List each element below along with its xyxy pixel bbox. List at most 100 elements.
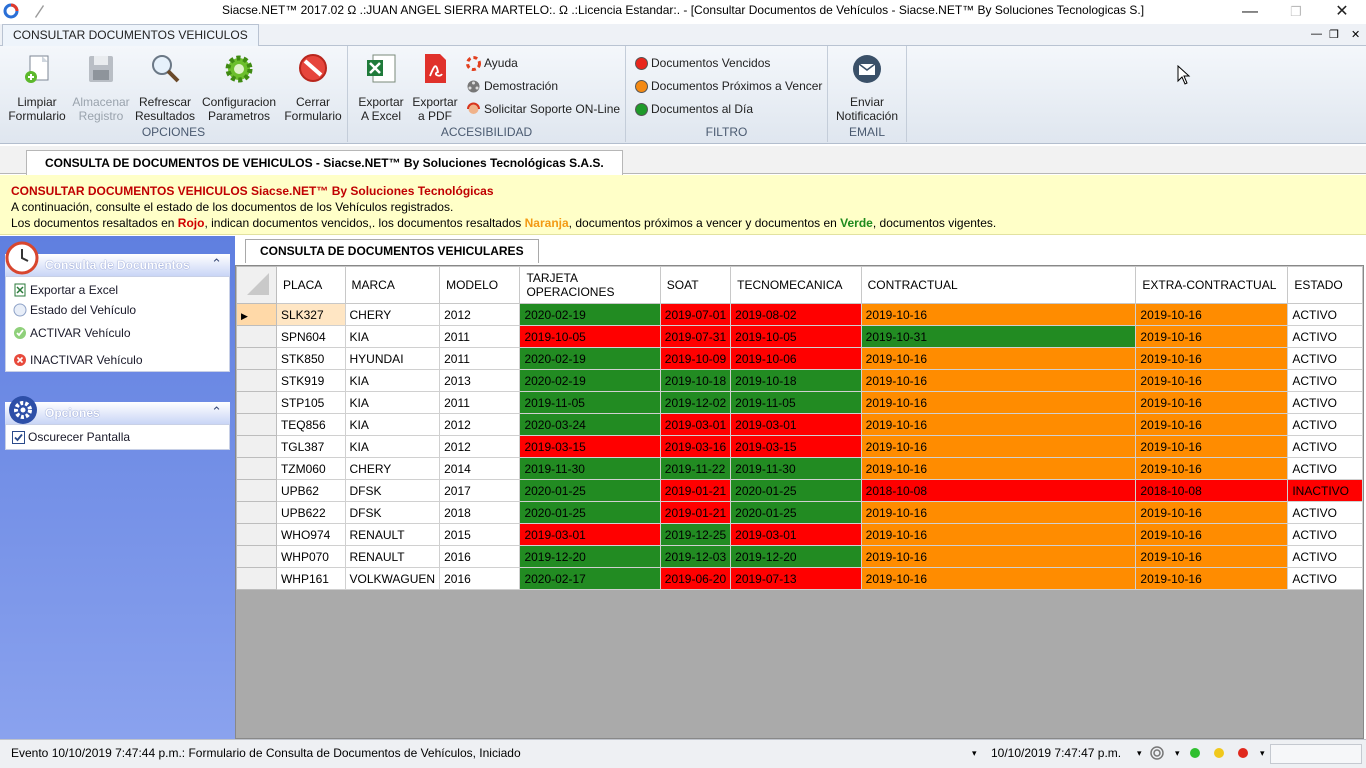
table-cell[interactable]: ACTIVO bbox=[1287, 347, 1363, 370]
table-cell[interactable]: 2019-03-15 bbox=[730, 435, 862, 458]
row-header[interactable] bbox=[236, 523, 277, 546]
sidebar-item-estado-vehiculo[interactable]: Estado del Vehículo bbox=[13, 301, 136, 319]
mdi-minimize-button[interactable]: — bbox=[1311, 28, 1322, 40]
table-cell[interactable]: ACTIVO bbox=[1287, 325, 1363, 348]
limpiar-formulario-button[interactable]: Limpiar Formulario bbox=[6, 50, 68, 123]
table-cell[interactable]: WHO974 bbox=[275, 523, 346, 546]
table-row[interactable]: SPN604 KIA 2011 2019-10-05 2019-07-31 2019-10… bbox=[236, 325, 1363, 348]
table-cell[interactable]: 2019-10-16 bbox=[1135, 391, 1289, 414]
table-cell[interactable]: 2019-10-16 bbox=[1135, 501, 1289, 524]
table-cell[interactable]: 2019-11-30 bbox=[519, 457, 661, 480]
table-cell[interactable]: 2019-08-02 bbox=[730, 303, 862, 326]
table-cell[interactable]: 2019-10-16 bbox=[1135, 325, 1289, 348]
table-cell[interactable]: KIA bbox=[344, 413, 441, 436]
demostracion-button[interactable]: Demostración bbox=[466, 77, 558, 95]
table-cell[interactable]: 2013 bbox=[439, 369, 521, 392]
maximize-button[interactable]: ❐ bbox=[1290, 4, 1302, 19]
column-header-modelo[interactable]: MODELO bbox=[439, 266, 521, 304]
exportar-excel-button[interactable]: Exportar A Excel bbox=[356, 50, 406, 123]
row-header[interactable]: ▶ bbox=[236, 303, 277, 326]
table-cell[interactable]: 2019-10-16 bbox=[860, 435, 1137, 458]
table-cell[interactable]: 2019-10-16 bbox=[860, 413, 1137, 436]
consulta-panel-header[interactable]: Consulta de Documentos ⌃ bbox=[5, 254, 230, 276]
select-all-corner[interactable] bbox=[236, 266, 277, 304]
column-header-contractual[interactable]: CONTRACTUAL bbox=[860, 266, 1137, 304]
table-cell[interactable]: 2019-01-21 bbox=[659, 501, 732, 524]
sidebar-item-activar-vehiculo[interactable]: ACTIVAR Vehículo bbox=[13, 324, 131, 342]
table-cell[interactable]: 2016 bbox=[439, 567, 521, 590]
column-header-estado[interactable]: ESTADO bbox=[1287, 266, 1363, 304]
table-cell[interactable]: 2019-10-16 bbox=[1135, 545, 1289, 568]
table-cell[interactable]: 2019-10-16 bbox=[1135, 303, 1289, 326]
column-header-marca[interactable]: MARCA bbox=[344, 266, 441, 304]
table-cell[interactable]: 2019-12-25 bbox=[659, 523, 732, 546]
sidebar-item-inactivar-vehiculo[interactable]: INACTIVAR Vehículo bbox=[13, 351, 143, 369]
table-cell[interactable]: RENAULT bbox=[344, 523, 441, 546]
table-cell[interactable]: 2014 bbox=[439, 457, 521, 480]
table-cell[interactable]: 2016 bbox=[439, 545, 521, 568]
table-cell[interactable]: ACTIVO bbox=[1287, 457, 1363, 480]
table-cell[interactable]: 2018-10-08 bbox=[860, 479, 1137, 502]
cerrar-formulario-button[interactable]: Cerrar Formulario bbox=[282, 50, 344, 123]
table-cell[interactable]: 2020-01-25 bbox=[519, 501, 661, 524]
table-cell[interactable]: HYUNDAI bbox=[344, 347, 441, 370]
table-cell[interactable]: ACTIVO bbox=[1287, 501, 1363, 524]
table-cell[interactable]: 2019-07-01 bbox=[659, 303, 732, 326]
table-cell[interactable]: TZM060 bbox=[275, 457, 346, 480]
table-row[interactable]: WHP070 RENAULT 2016 2019-12-20 2019-12-03 201… bbox=[236, 545, 1363, 568]
filter-vencidos-button[interactable]: Documentos Vencidos bbox=[635, 54, 770, 72]
table-cell[interactable]: 2019-10-31 bbox=[860, 325, 1137, 348]
table-cell[interactable]: 2019-10-16 bbox=[860, 303, 1137, 326]
table-cell[interactable]: 2019-11-05 bbox=[519, 391, 661, 414]
table-cell[interactable]: 2019-11-30 bbox=[730, 457, 862, 480]
column-header-tarjeta[interactable]: TARJETA OPERACIONES bbox=[519, 266, 661, 304]
oscurecer-pantalla-checkbox[interactable]: Oscurecer Pantalla bbox=[12, 428, 130, 446]
table-cell[interactable]: 2020-01-25 bbox=[730, 479, 862, 502]
quick-access-icon[interactable] bbox=[32, 3, 46, 19]
column-header-extra-contractual[interactable]: EXTRA-CONTRACTUAL bbox=[1135, 266, 1289, 304]
table-cell[interactable]: 2019-03-15 bbox=[519, 435, 661, 458]
table-row[interactable]: WHO974 RENAULT 2015 2019-03-01 2019-12-25 201… bbox=[236, 523, 1363, 546]
table-cell[interactable]: WHP070 bbox=[275, 545, 346, 568]
mdi-close-button[interactable]: ✕ bbox=[1351, 29, 1361, 41]
grid-tab[interactable]: CONSULTA DE DOCUMENTOS VEHICULARES bbox=[245, 239, 539, 263]
table-cell[interactable]: ACTIVO bbox=[1287, 303, 1363, 326]
table-cell[interactable]: 2019-03-01 bbox=[519, 523, 661, 546]
column-header-tecnomecanica[interactable]: TECNOMECANICA bbox=[730, 266, 862, 304]
table-cell[interactable]: 2019-07-13 bbox=[730, 567, 862, 590]
almacenar-registro-button[interactable]: Almacenar Registro bbox=[70, 50, 132, 123]
column-header-soat[interactable]: SOAT bbox=[659, 266, 732, 304]
table-cell[interactable]: STP105 bbox=[275, 391, 346, 414]
table-cell[interactable]: ACTIVO bbox=[1287, 567, 1363, 590]
status-dropdown-arrow[interactable]: ▾ bbox=[972, 748, 977, 758]
data-grid[interactable]: PLACA MARCA MODELO TARJETA OPERACIONES S… bbox=[235, 265, 1364, 739]
table-row[interactable]: TGL387 KIA 2012 2019-03-15 2019-03-16 2019-03… bbox=[236, 435, 1363, 458]
table-cell[interactable]: 2019-07-31 bbox=[659, 325, 732, 348]
table-row[interactable]: WHP161 VOLKWAGUEN 2016 2020-02-17 2019-06-20… bbox=[236, 567, 1363, 590]
table-cell[interactable]: 2019-10-06 bbox=[730, 347, 862, 370]
table-cell[interactable]: 2019-10-16 bbox=[860, 523, 1137, 546]
row-header[interactable] bbox=[236, 545, 277, 568]
table-cell[interactable]: 2019-03-01 bbox=[659, 413, 732, 436]
table-row[interactable]: TEQ856 KIA 2012 2020-03-24 2019-03-01 2019-03… bbox=[236, 413, 1363, 436]
table-cell[interactable]: 2019-10-09 bbox=[659, 347, 732, 370]
table-cell[interactable]: 2019-06-20 bbox=[659, 567, 732, 590]
table-row[interactable]: UPB62 DFSK 2017 2020-01-25 2019-01-21 2020-01… bbox=[236, 479, 1363, 502]
table-cell[interactable]: 2011 bbox=[439, 347, 521, 370]
table-cell[interactable]: KIA bbox=[344, 435, 441, 458]
table-cell[interactable]: WHP161 bbox=[275, 567, 346, 590]
table-cell[interactable]: 2019-10-05 bbox=[519, 325, 661, 348]
column-header-placa[interactable]: PLACA bbox=[275, 266, 346, 304]
table-cell[interactable]: 2019-10-16 bbox=[1135, 567, 1289, 590]
table-cell[interactable]: 2012 bbox=[439, 435, 521, 458]
enviar-notificacion-button[interactable]: Enviar Notificación bbox=[832, 50, 902, 123]
table-cell[interactable]: 2015 bbox=[439, 523, 521, 546]
app-icon[interactable] bbox=[3, 3, 19, 19]
table-cell[interactable]: RENAULT bbox=[344, 545, 441, 568]
table-cell[interactable]: 2019-10-16 bbox=[1135, 347, 1289, 370]
table-cell[interactable]: 2019-10-16 bbox=[860, 369, 1137, 392]
configuracion-parametros-button[interactable]: Configuracion Parametros bbox=[200, 50, 278, 123]
table-cell[interactable]: 2019-10-16 bbox=[1135, 369, 1289, 392]
table-cell[interactable]: 2019-10-16 bbox=[1135, 435, 1289, 458]
table-cell[interactable]: 2019-03-01 bbox=[730, 523, 862, 546]
